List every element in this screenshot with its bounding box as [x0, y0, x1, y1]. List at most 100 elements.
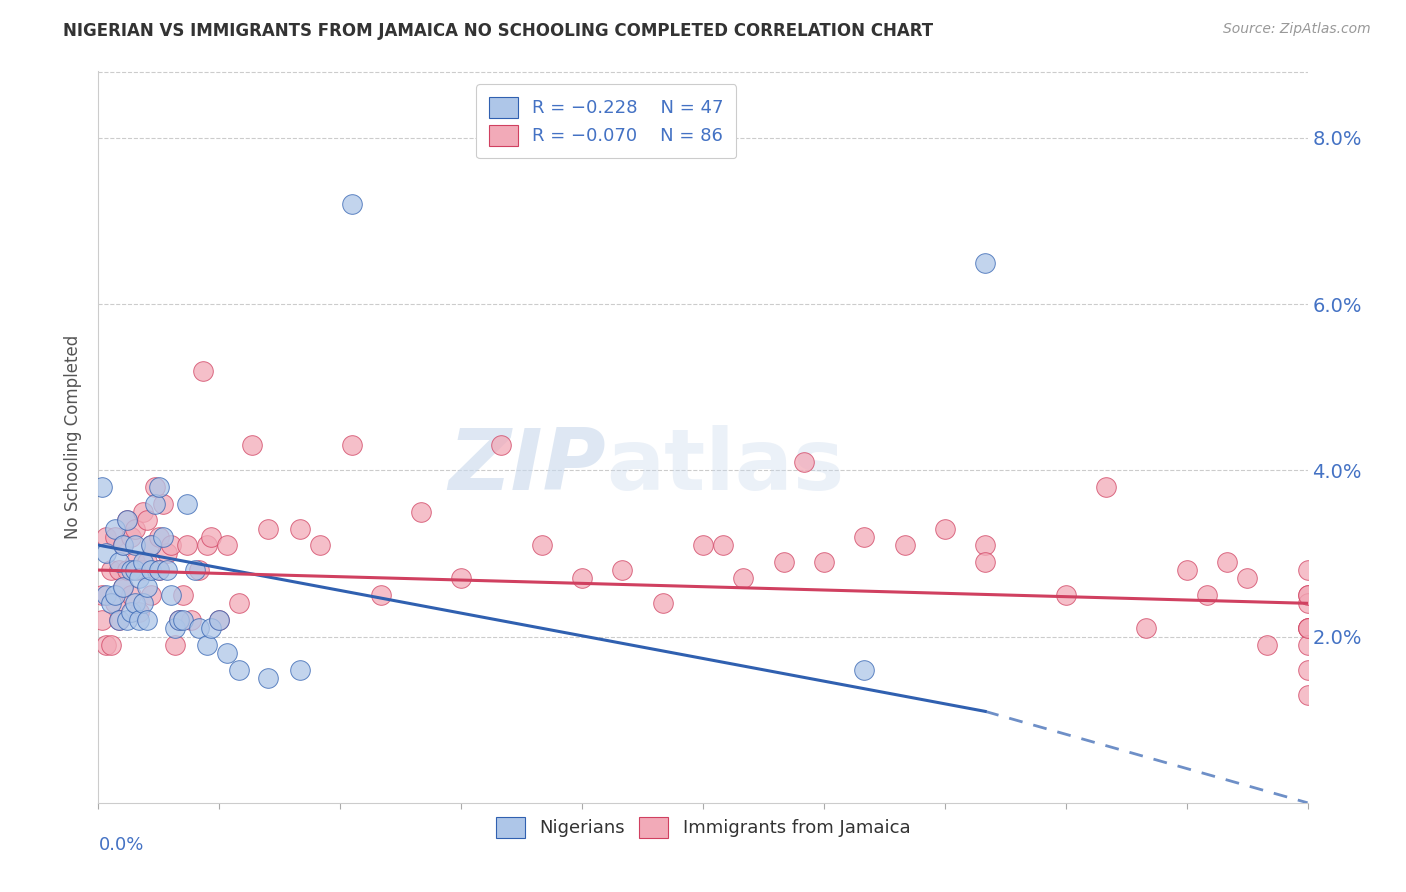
Point — [1135, 621, 1157, 635]
Point — [96, 546, 118, 560]
Point — [91, 480, 114, 494]
Point — [342, 438, 364, 452]
Point — [200, 530, 222, 544]
Point — [409, 505, 432, 519]
Point — [100, 638, 122, 652]
Point — [195, 638, 218, 652]
Point — [1296, 688, 1319, 702]
Point — [228, 663, 250, 677]
Point — [111, 538, 134, 552]
Point — [974, 555, 997, 569]
Point — [208, 613, 231, 627]
Point — [148, 530, 170, 544]
Point — [115, 563, 138, 577]
Point — [160, 588, 183, 602]
Point — [91, 613, 114, 627]
Point — [934, 521, 956, 535]
Point — [128, 563, 150, 577]
Point — [139, 538, 162, 552]
Point — [152, 530, 174, 544]
Point — [240, 438, 263, 452]
Point — [128, 605, 150, 619]
Point — [115, 613, 138, 627]
Point — [128, 571, 150, 585]
Point — [651, 596, 673, 610]
Point — [288, 663, 311, 677]
Point — [195, 538, 218, 552]
Y-axis label: No Schooling Completed: No Schooling Completed — [65, 335, 83, 539]
Point — [256, 671, 278, 685]
Point — [188, 621, 211, 635]
Point — [91, 588, 114, 602]
Point — [1296, 621, 1319, 635]
Point — [1054, 588, 1077, 602]
Point — [370, 588, 392, 602]
Point — [163, 621, 186, 635]
Point — [132, 596, 155, 610]
Point — [184, 563, 207, 577]
Point — [208, 613, 231, 627]
Point — [1296, 588, 1319, 602]
Point — [1296, 663, 1319, 677]
Point — [228, 596, 250, 610]
Point — [103, 596, 125, 610]
Point — [974, 538, 997, 552]
Point — [148, 563, 170, 577]
Point — [124, 555, 146, 569]
Point — [853, 663, 876, 677]
Point — [309, 538, 332, 552]
Point — [1296, 621, 1319, 635]
Point — [120, 605, 142, 619]
Point — [188, 563, 211, 577]
Point — [107, 555, 129, 569]
Point — [107, 563, 129, 577]
Point — [813, 555, 835, 569]
Point — [135, 513, 157, 527]
Point — [893, 538, 915, 552]
Point — [132, 505, 155, 519]
Point — [612, 563, 634, 577]
Point — [160, 538, 183, 552]
Point — [120, 588, 142, 602]
Point — [115, 513, 138, 527]
Text: NIGERIAN VS IMMIGRANTS FROM JAMAICA NO SCHOOLING COMPLETED CORRELATION CHART: NIGERIAN VS IMMIGRANTS FROM JAMAICA NO S… — [63, 22, 934, 40]
Point — [167, 613, 190, 627]
Point — [793, 455, 815, 469]
Point — [100, 596, 122, 610]
Point — [152, 497, 174, 511]
Point — [103, 530, 125, 544]
Point — [200, 621, 222, 635]
Point — [288, 521, 311, 535]
Point — [132, 563, 155, 577]
Point — [1095, 480, 1118, 494]
Point — [135, 580, 157, 594]
Point — [1236, 571, 1258, 585]
Legend: Nigerians, Immigrants from Jamaica: Nigerians, Immigrants from Jamaica — [489, 810, 917, 845]
Point — [124, 521, 146, 535]
Point — [217, 538, 239, 552]
Point — [692, 538, 714, 552]
Point — [100, 563, 122, 577]
Point — [96, 530, 118, 544]
Point — [111, 580, 134, 594]
Point — [115, 513, 138, 527]
Point — [530, 538, 553, 552]
Point — [1195, 588, 1218, 602]
Point — [180, 613, 202, 627]
Point — [107, 613, 129, 627]
Point — [1256, 638, 1278, 652]
Point — [1296, 638, 1319, 652]
Point — [571, 571, 593, 585]
Point — [124, 538, 146, 552]
Point — [342, 197, 364, 211]
Point — [1296, 596, 1319, 610]
Point — [111, 580, 134, 594]
Point — [711, 538, 734, 552]
Point — [139, 563, 162, 577]
Text: atlas: atlas — [606, 425, 845, 508]
Point — [163, 638, 186, 652]
Point — [256, 521, 278, 535]
Point — [193, 363, 215, 377]
Point — [120, 530, 142, 544]
Point — [96, 638, 118, 652]
